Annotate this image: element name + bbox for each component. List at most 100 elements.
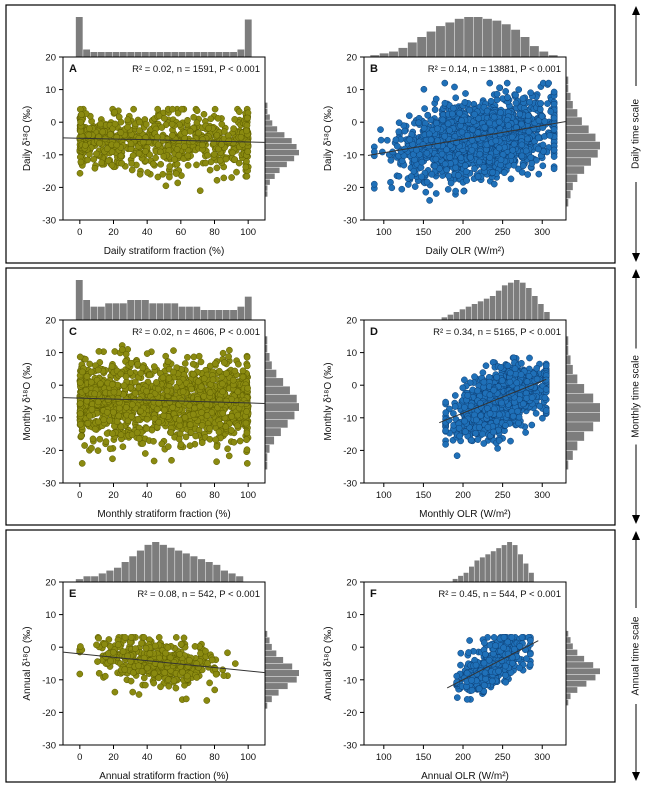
data-point (219, 409, 227, 417)
data-point (79, 368, 86, 376)
data-point (535, 170, 543, 178)
data-point (108, 148, 116, 156)
data-point (203, 401, 211, 408)
data-point (547, 108, 555, 115)
x-histogram-bar (215, 52, 223, 57)
x-histogram-bar (200, 310, 208, 320)
data-point (496, 130, 504, 138)
data-point (444, 186, 452, 193)
data-point (234, 411, 242, 419)
data-point (216, 156, 224, 164)
data-point (150, 457, 158, 465)
data-point (490, 113, 498, 121)
data-point (166, 163, 174, 170)
data-point (159, 170, 167, 178)
data-point (425, 142, 433, 150)
y-histogram-bar (265, 102, 268, 109)
x-histogram-bar (544, 312, 550, 320)
x-histogram-bar (436, 26, 445, 57)
data-point (487, 127, 495, 134)
data-point (174, 179, 182, 187)
data-point (81, 142, 89, 149)
data-point (519, 162, 527, 170)
y-histogram-bar (265, 144, 297, 150)
x-histogram-bar (171, 52, 179, 57)
panel-letter: A (69, 63, 77, 75)
y-histogram-bar (566, 141, 600, 150)
data-point (379, 148, 386, 156)
data-point (158, 124, 166, 131)
y-histogram-bar (265, 173, 275, 179)
data-point (425, 130, 433, 138)
data-point (76, 105, 84, 113)
data-point (133, 429, 141, 436)
x-histogram-bar (426, 31, 436, 57)
data-point (405, 112, 413, 120)
data-point (388, 184, 396, 192)
x-histogram-bar (513, 280, 520, 320)
x-histogram-bar (407, 42, 417, 57)
data-point (474, 436, 482, 443)
y-histogram-bar (566, 384, 585, 394)
time-scale-label: Annual time scale (631, 616, 642, 695)
data-point (233, 168, 240, 176)
data-point (154, 105, 162, 113)
y-histogram-bar (265, 403, 299, 411)
data-point (84, 420, 92, 427)
data-point (445, 172, 453, 180)
y-histogram-bar (566, 422, 594, 432)
data-point (539, 141, 547, 149)
data-point (497, 109, 504, 116)
data-point (550, 153, 558, 160)
data-point (102, 438, 110, 445)
y-histogram-bar (265, 179, 270, 185)
data-point (188, 385, 195, 393)
data-point (243, 429, 251, 437)
data-point (228, 174, 235, 181)
x-histogram-bar (186, 306, 193, 320)
data-point (422, 188, 430, 196)
data-point (109, 455, 116, 463)
data-point (143, 387, 150, 395)
data-point (220, 359, 228, 366)
y-histogram-bar (265, 114, 270, 120)
data-point (190, 113, 198, 121)
data-point (420, 85, 428, 93)
arrow-down-icon (632, 253, 640, 262)
y-tick-label: -20 (343, 183, 357, 194)
data-point (202, 159, 210, 167)
data-point (431, 106, 439, 114)
data-point (243, 436, 250, 444)
data-point (119, 443, 127, 451)
data-point (433, 119, 440, 127)
data-point (170, 347, 177, 354)
y-tick-label: -10 (42, 150, 56, 161)
x-tick-label: 150 (415, 227, 431, 238)
x-tick-label: 200 (455, 227, 471, 238)
x-tick-label: 0 (77, 490, 82, 501)
x-histogram-bar (222, 52, 230, 57)
data-point (510, 140, 518, 148)
x-histogram-bar (127, 300, 135, 320)
data-point (476, 158, 483, 166)
data-point (154, 385, 162, 393)
data-point (76, 379, 84, 386)
data-point (495, 118, 503, 126)
data-point (489, 169, 496, 176)
data-point (97, 380, 104, 388)
data-point (163, 387, 171, 395)
data-point (192, 432, 199, 440)
x-histogram-bar (97, 306, 105, 320)
y-histogram-bar (566, 431, 585, 441)
data-point (186, 127, 194, 135)
x-histogram-bar (127, 52, 135, 57)
data-point (210, 150, 218, 158)
x-histogram-bar (149, 303, 157, 320)
data-point (424, 111, 432, 119)
y-histogram-bar (566, 133, 596, 142)
x-axis-label: Monthly stratiform fraction (%) (97, 509, 230, 520)
x-histogram-bar (134, 300, 142, 320)
data-point (421, 105, 428, 112)
data-point (168, 131, 176, 139)
y-histogram-bar (265, 161, 287, 168)
